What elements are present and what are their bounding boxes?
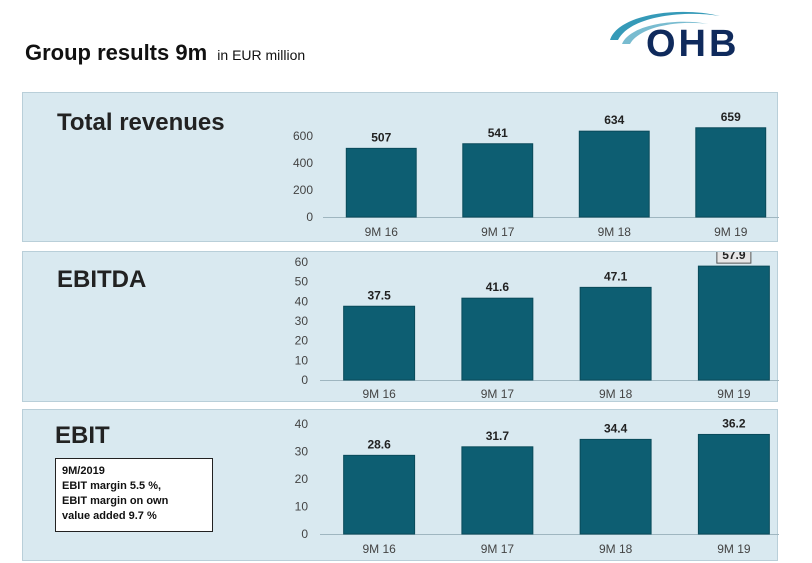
category-label: 9M 16 — [365, 225, 399, 239]
slide-title-main: Group results 9m — [25, 40, 208, 65]
chart-total-revenues: 0 200 400 600 507 9M 16 541 9M 17 634 9M 18 659 9M … — [293, 110, 779, 239]
logo-swoosh-outer — [610, 11, 720, 40]
value-label-highlight-box — [716, 252, 752, 264]
slide-title-unit: in EUR million — [217, 47, 306, 63]
value-label: 507 — [371, 130, 391, 144]
logo-text: OHB — [646, 23, 739, 62]
category-label: 9M 18 — [598, 225, 632, 239]
value-label: 34.4 — [604, 421, 628, 435]
value-label: 47.1 — [604, 269, 628, 283]
category-label: 9M 17 — [481, 542, 515, 556]
bar — [461, 446, 534, 535]
value-label: 28.6 — [367, 437, 391, 451]
value-label: 57.9 — [722, 252, 746, 262]
note-line: EBIT margin 5.5 %, — [62, 480, 162, 492]
y-tick-label: 10 — [295, 353, 309, 367]
y-tick-label: 20 — [295, 334, 309, 348]
y-tick-label: 200 — [293, 183, 313, 197]
bar — [578, 130, 650, 218]
bar — [697, 265, 770, 381]
bar — [461, 297, 534, 381]
panel-total-revenues: Total revenues 0 200 400 600 507 9M 16 541 9M 1… — [22, 92, 779, 242]
y-tick-label: 20 — [295, 472, 309, 486]
value-label: 36.2 — [722, 416, 746, 430]
category-label: 9M 17 — [481, 387, 515, 401]
panel-title: Total revenues — [57, 109, 225, 136]
note-line: 9M/2019 — [62, 465, 105, 477]
bar — [697, 433, 770, 535]
category-label: 9M 18 — [599, 542, 633, 556]
y-tick-label: 0 — [306, 210, 313, 224]
panel-ebit: EBIT 9M/2019 EBIT margin 5.5 %, EBIT mar… — [22, 409, 779, 561]
chart-ebitda: 0 10 20 30 40 50 60 37.5 9M 16 41.6 9M 17 47.1 9M 18… — [295, 252, 779, 401]
panel-title: EBIT — [55, 422, 110, 449]
bar — [695, 127, 767, 218]
bar — [343, 305, 416, 381]
slide-title: Group results 9m in EUR million — [25, 40, 305, 66]
y-tick-label: 30 — [295, 314, 309, 328]
value-label: 634 — [604, 113, 624, 127]
bar — [579, 286, 652, 381]
y-tick-label: 40 — [295, 294, 309, 308]
value-label: 659 — [721, 110, 741, 124]
y-tick-label: 10 — [295, 500, 309, 514]
note-line: EBIT margin on own — [62, 495, 169, 507]
y-tick-label: 50 — [295, 275, 309, 289]
chart-ebit: 0 10 20 30 40 28.6 9M 16 31.7 9M 17 34.4 9M 18 36.2… — [295, 416, 779, 556]
value-label: 541 — [488, 126, 508, 140]
value-label: 41.6 — [486, 280, 510, 294]
y-tick-label: 30 — [295, 445, 309, 459]
category-label: 9M 19 — [714, 225, 748, 239]
y-tick-label: 60 — [295, 255, 309, 269]
logo-swoosh-inner — [622, 21, 708, 44]
ohb-logo: OHB — [600, 6, 780, 65]
y-tick-label: 400 — [293, 156, 313, 170]
y-tick-label: 600 — [293, 129, 313, 143]
panel-title: EBITDA — [57, 266, 147, 293]
category-label: 9M 16 — [362, 542, 396, 556]
value-label: 31.7 — [486, 429, 510, 443]
panel-ebitda: EBITDA 0 10 20 30 40 50 60 37.5 9M 16 41.6 9M 17 47… — [22, 251, 779, 402]
category-label: 9M 16 — [362, 387, 396, 401]
note-line: value added 9.7 % — [62, 510, 157, 522]
y-tick-label: 40 — [295, 417, 309, 431]
y-tick-label: 0 — [301, 527, 308, 541]
bar — [345, 147, 417, 218]
category-label: 9M 18 — [599, 387, 633, 401]
bar — [462, 143, 534, 218]
value-label: 37.5 — [367, 288, 391, 302]
bar — [579, 438, 652, 535]
bar — [343, 454, 416, 535]
category-label: 9M 19 — [717, 542, 751, 556]
ebit-note-box: 9M/2019 EBIT margin 5.5 %, EBIT margin o… — [55, 458, 213, 532]
y-tick-label: 0 — [301, 373, 308, 387]
category-label: 9M 19 — [717, 387, 751, 401]
category-label: 9M 17 — [481, 225, 515, 239]
